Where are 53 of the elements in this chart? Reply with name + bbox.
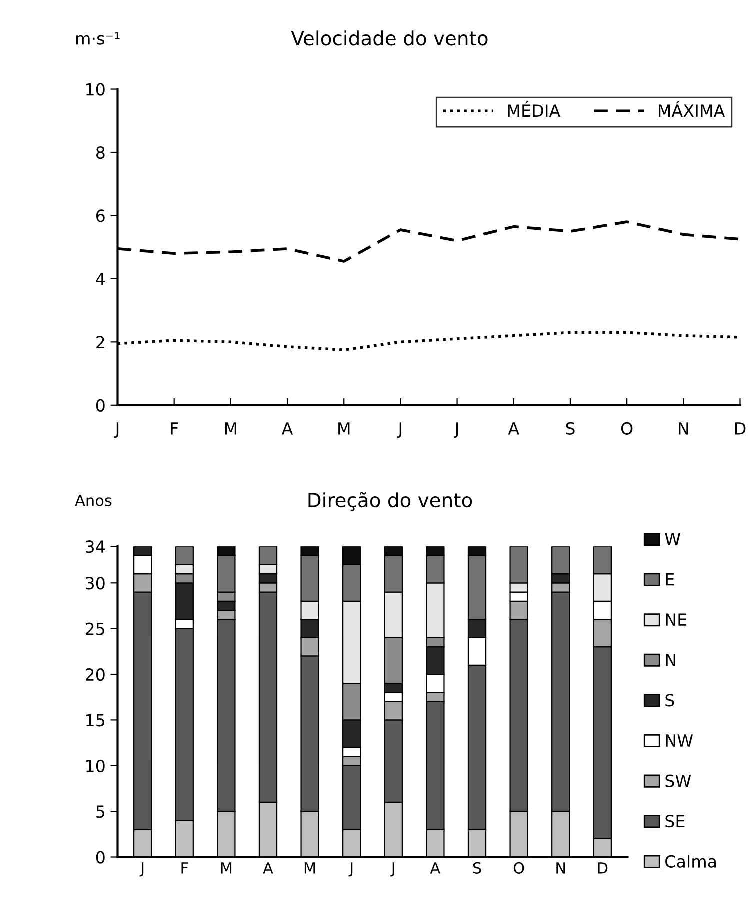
x-tick-label: M — [338, 422, 350, 435]
y-tick-label: 4 — [96, 273, 106, 286]
y-tick-label: 15 — [86, 714, 104, 727]
y-tick-label: 34 — [86, 540, 106, 554]
x-tick-label: M — [225, 422, 236, 435]
y-tick-label: 25 — [86, 622, 104, 636]
chart-title: Direção do vento — [308, 492, 472, 512]
legend-label: E — [666, 573, 674, 586]
x-tick-label: N — [679, 422, 688, 435]
x-tick-label: O — [621, 422, 633, 435]
x-tick-label: D — [735, 422, 746, 435]
legend-label: MÁXIMA — [658, 102, 726, 117]
x-tick-label: J — [114, 422, 119, 438]
x-tick-label: O — [514, 862, 524, 874]
x-tick-label: J — [390, 862, 394, 877]
y-tick-label: 0 — [96, 399, 105, 412]
y-tick-label: 8 — [96, 146, 105, 160]
legend-label: SW — [666, 774, 692, 788]
x-tick-label: S — [473, 862, 482, 874]
y-tick-label: 30 — [86, 577, 105, 590]
legend-label: S — [666, 694, 674, 707]
y-tick-label: 6 — [96, 210, 105, 222]
legend-label: NE — [666, 614, 687, 626]
x-tick-label: J — [140, 862, 144, 877]
y-tick-label: 10 — [86, 760, 105, 772]
x-tick-label: M — [221, 862, 232, 874]
x-tick-label: A — [430, 862, 441, 874]
y-tick-label: 20 — [86, 668, 105, 682]
x-tick-label: J — [397, 422, 402, 438]
y-axis-title: Anos — [75, 495, 112, 506]
legend-label: W — [665, 533, 681, 546]
x-tick-label: J — [348, 862, 353, 877]
chart-title: Velocidade do vento — [291, 30, 488, 46]
x-tick-label: N — [556, 862, 566, 874]
y-tick-label: 10 — [86, 83, 105, 96]
y-tick-label: 2 — [96, 336, 104, 349]
x-tick-label: A — [282, 422, 294, 435]
legend-label: SE — [666, 815, 685, 828]
x-tick-label: J — [454, 422, 458, 438]
x-tick-label: D — [598, 862, 608, 874]
x-tick-label: S — [566, 422, 575, 435]
x-tick-label: A — [508, 422, 520, 435]
legend-label: N — [666, 654, 676, 666]
x-tick-label: F — [182, 862, 188, 874]
legend-label: MÉDIA — [508, 102, 561, 117]
y-tick-label: 5 — [96, 806, 104, 818]
x-tick-label: M — [304, 862, 316, 874]
y-axis-title: m·s⁻¹ — [76, 32, 120, 45]
y-tick-label: 0 — [96, 851, 105, 864]
legend-label: Calma — [666, 855, 716, 868]
legend-label: NW — [666, 734, 694, 747]
x-tick-label: A — [263, 862, 274, 874]
x-tick-label: F — [171, 422, 178, 435]
